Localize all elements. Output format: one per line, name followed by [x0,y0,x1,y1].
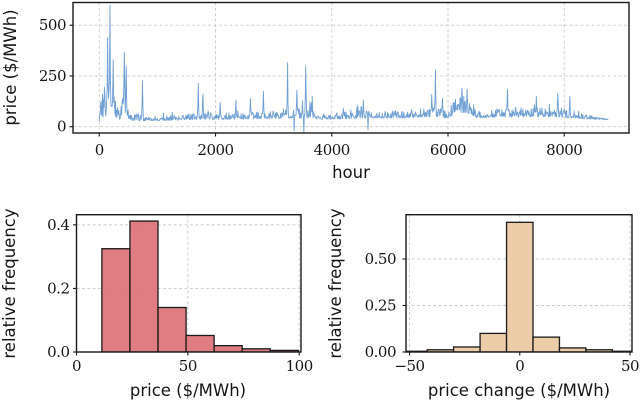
price-change-histogram-xtick-label: 50 [621,357,639,375]
histogram-bar [269,349,299,352]
histogram-bar [185,334,215,352]
price-histogram-xtick-label: 50 [179,357,197,375]
price-histogram-xtick-label: 0 [72,357,81,375]
histogram-bar [101,248,131,352]
histogram-bar [157,306,187,352]
price-timeseries-ytick-label: 250 [39,67,66,85]
price-timeseries-xtick-label: 8000 [546,141,582,159]
price-histogram-ytick-label: 0.2 [47,279,69,297]
price-timeseries-ytick-label: 500 [39,16,66,34]
histogram-bar [505,221,534,352]
price-histogram-plot: 0 50 100 0.0 0.2 0.4 [47,213,313,375]
price-timeseries-ytick-label: 0 [57,118,66,136]
price-change-histogram-xlabel: price change ($/MWh) [428,381,610,400]
price-histogram-spines [75,213,302,353]
price-timeseries-grid [73,2,629,133]
price-histogram-ytick-label: 0.0 [47,343,69,361]
price-histogram-xtick-label: 100 [286,357,313,375]
histogram-bar [479,332,508,352]
price-histogram-ylabel: relative frequency [0,208,19,358]
price-change-histogram-plot: −50 0 50 0.00 0.25 0.50 [365,213,640,375]
price-change-histogram-ytick-label: 0.25 [365,296,396,314]
price-histogram-ytick-label: 0.4 [47,216,69,234]
timeseries-ylabel: price ($/MWh) [1,9,20,125]
price-change-histogram-ylabel: relative frequency [326,208,345,358]
price-timeseries-plot: 0 2000 4000 6000 8000 0 250 500 [39,1,630,159]
histogram-bar [129,220,159,352]
price-change-histogram-ytick-label: 0.00 [365,343,396,361]
price-change-histogram-ytick-label: 0.50 [365,250,396,268]
price-change-histogram-spines [405,213,633,353]
price-timeseries-xtick-label: 0 [95,141,104,159]
price-timeseries-xtick-label: 6000 [430,141,466,159]
histogram-bar [452,346,481,352]
price-timeseries-xtick-label: 4000 [314,141,350,159]
histogram-bar [213,344,243,352]
timeseries-xlabel: hour [332,163,370,182]
price-timeseries-xtick-label: 2000 [197,141,233,159]
price-change-histogram-xtick-label: 0 [515,357,524,375]
histogram-bar [532,336,561,352]
price-timeseries-line [98,4,609,133]
price-timeseries-spines [72,1,630,134]
price-histogram-xlabel: price ($/MWh) [130,381,246,400]
price-change-histogram-xtick-label: −50 [394,357,424,375]
